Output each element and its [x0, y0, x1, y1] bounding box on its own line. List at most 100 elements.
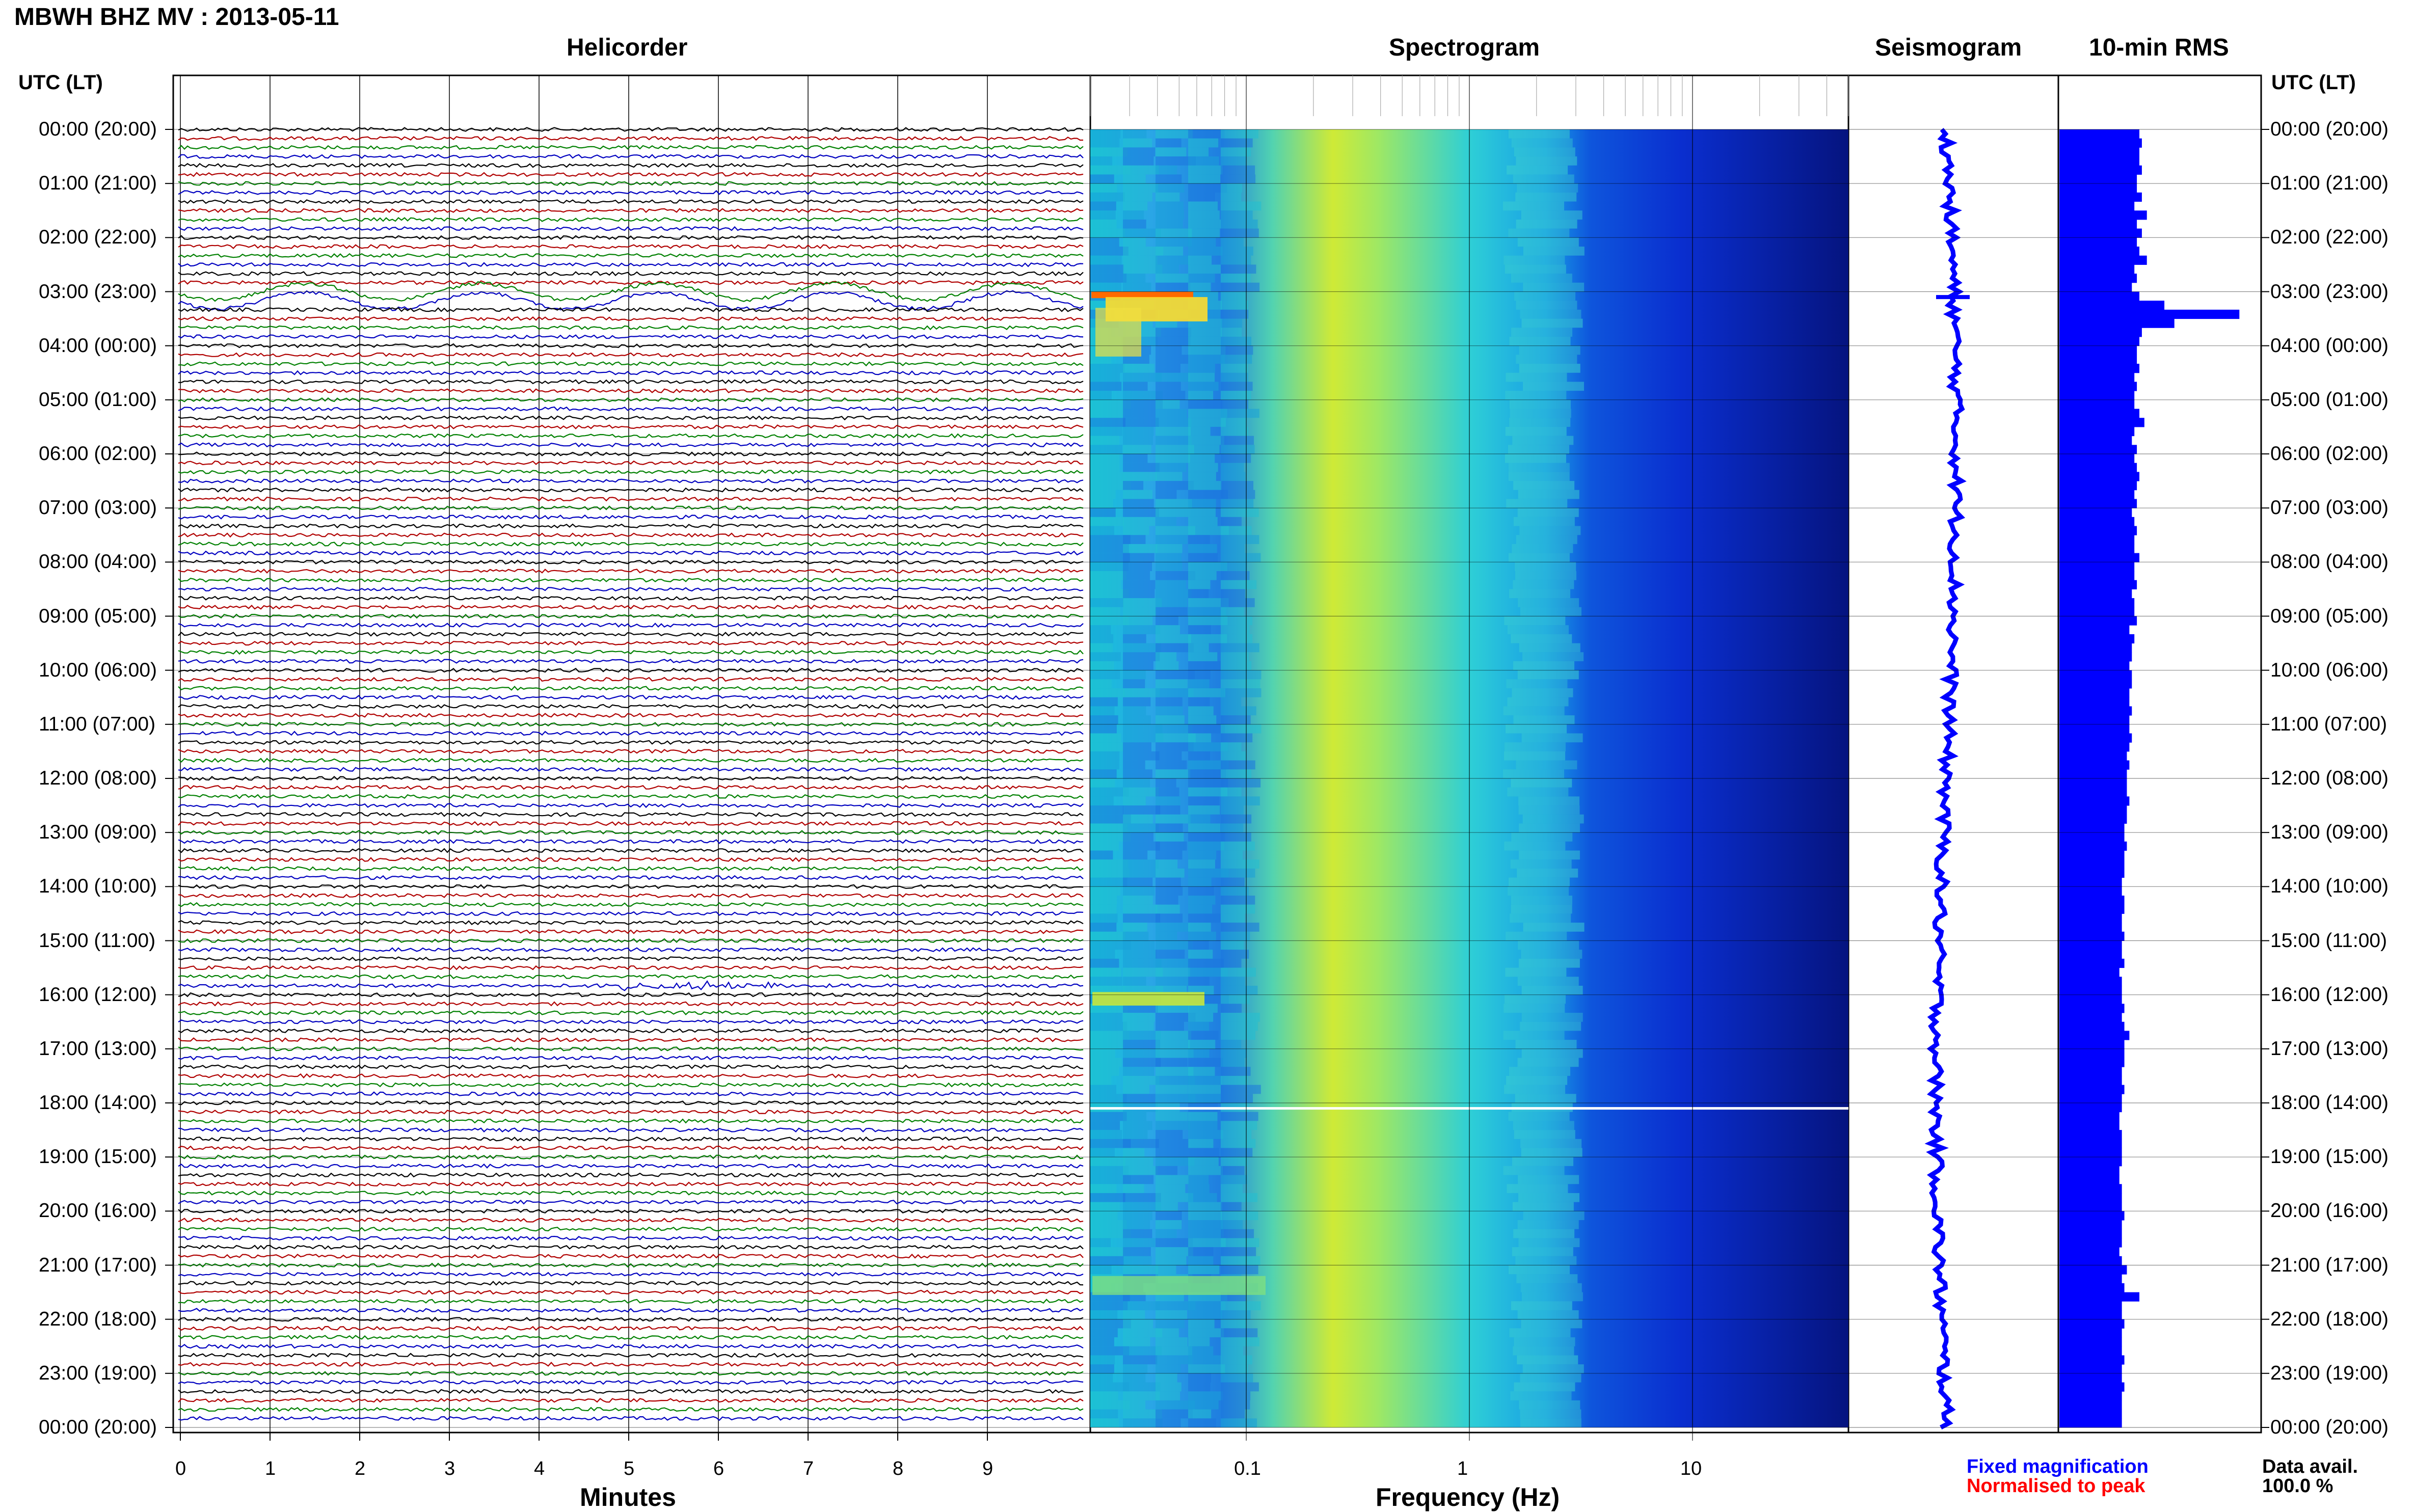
spectrogram-cell [1090, 192, 1125, 202]
helicorder-trace [178, 794, 1084, 799]
spectrogram-cell [1510, 859, 1572, 869]
rms-bar [2059, 336, 2140, 346]
spectrogram-cell [1123, 841, 1160, 851]
spectrogram-cell [1221, 1337, 1259, 1346]
spectrogram-cell [1188, 1373, 1212, 1383]
spectrogram-cell [1519, 643, 1580, 653]
spectrogram-cell [1156, 1355, 1193, 1365]
spectrogram-cell [1221, 1121, 1257, 1130]
hour-label-left: 07:00 (03:00) [39, 497, 157, 519]
rms-bar [2059, 1355, 2125, 1365]
hour-label-left: 14:00 (10:00) [39, 875, 157, 898]
helicorder-trace [178, 947, 1084, 952]
spectrogram-cell [1188, 1265, 1220, 1275]
rms-bar [2059, 769, 2127, 779]
spectrogram-cell [1156, 1391, 1180, 1400]
spectrogram-cell [1221, 1346, 1243, 1356]
utc-header-left: UTC (LT) [18, 71, 103, 94]
spectrogram-cell [1517, 977, 1579, 986]
spectrogram-cell [1156, 237, 1192, 247]
spectrogram-cell [1090, 625, 1111, 634]
spectrogram-cell [1516, 355, 1577, 364]
spectrogram-cell [1090, 247, 1129, 256]
spectrogram-cell [1123, 733, 1164, 743]
spectrogram-cell [1521, 1013, 1583, 1022]
spectrogram-cell [1507, 625, 1569, 634]
rms-bar [2059, 1373, 2122, 1383]
spectrogram-cell [1090, 1310, 1118, 1319]
spectrogram-cell [1090, 1085, 1117, 1094]
hour-label-right: 06:00 (02:00) [2270, 443, 2389, 465]
frequency-tick-label: 1 [1457, 1458, 1468, 1479]
hour-label-left: 06:00 (02:00) [39, 443, 157, 465]
spectrogram-cell [1221, 345, 1253, 355]
spectrogram-cell [1221, 562, 1247, 572]
x-axis-title-frequency: Frequency (Hz) [1376, 1483, 1560, 1511]
spectrogram-cell [1090, 778, 1115, 788]
spectrogram-cell [1504, 994, 1566, 1004]
spectrogram-cell [1123, 1220, 1150, 1229]
spectrogram-event [1091, 291, 1193, 299]
spectrogram-cell [1090, 1400, 1130, 1410]
spectrogram-cell [1221, 571, 1250, 580]
rms-bar [2059, 1328, 2122, 1338]
spectrogram-cell [1123, 913, 1161, 923]
spectrogram-cell [1517, 183, 1578, 193]
spectrogram-cell [1511, 634, 1572, 643]
spectrogram-cell [1221, 1067, 1251, 1076]
spectrogram-cell [1156, 967, 1190, 977]
spectrogram-cell [1156, 1175, 1189, 1184]
spectrogram-cell [1519, 345, 1580, 355]
spectrogram-cell [1123, 751, 1160, 761]
spectrogram-cell [1221, 760, 1255, 770]
spectrogram-cell [1221, 679, 1260, 689]
spectrogram-cell [1156, 977, 1189, 986]
spectrogram-cell [1188, 490, 1228, 499]
spectrogram-cell [1156, 472, 1183, 481]
spectrogram-cell [1123, 156, 1154, 166]
seismogram-trace [1924, 128, 1970, 1429]
rms-bar [2059, 1004, 2125, 1013]
helicorder-trace [178, 226, 1084, 231]
helicorder-trace [178, 1163, 1084, 1169]
spectrogram-cell [1090, 913, 1118, 923]
spectrogram-cell [1505, 454, 1566, 463]
helicorder-trace [178, 1064, 1084, 1069]
spectrogram-cell [1221, 688, 1262, 697]
helicorder-trace [178, 577, 1084, 583]
rms-bar [2059, 454, 2135, 464]
helicorder-trace [178, 1407, 1084, 1412]
rms-bar [2059, 923, 2122, 932]
spectrogram-cell [1516, 535, 1577, 544]
spectrogram-cell [1156, 931, 1177, 941]
spectrogram-cell [1188, 391, 1214, 400]
spectrogram-cell [1511, 832, 1573, 842]
spectrogram-cell [1123, 1364, 1148, 1373]
spectrogram-cell [1156, 174, 1182, 184]
spectrogram-cell [1510, 913, 1571, 923]
helicorder-trace [178, 424, 1084, 429]
spectrogram-cell [1188, 210, 1220, 220]
spectrogram-cell [1221, 913, 1245, 923]
spectrogram-cell [1123, 535, 1146, 544]
spectrogram-cell [1156, 418, 1192, 427]
spectrogram-cell [1221, 877, 1245, 887]
spectrogram-cell [1090, 445, 1122, 454]
spectrogram-cell [1123, 1211, 1152, 1221]
helicorder-trace [178, 343, 1084, 348]
helicorder-trace [178, 1218, 1084, 1223]
spectrogram-cell [1188, 399, 1222, 409]
spectrogram-cell [1156, 1418, 1181, 1427]
rms-bar [2059, 661, 2130, 671]
helicorder-trace [178, 812, 1084, 817]
spectrogram-cell [1156, 1121, 1191, 1130]
spectrogram-cell [1503, 1031, 1565, 1040]
hour-label-right: 01:00 (21:00) [2270, 172, 2389, 195]
spectrogram-cell [1090, 1184, 1117, 1193]
helicorder-trace [178, 1055, 1084, 1061]
rms-bar [2059, 1031, 2130, 1040]
spectrogram-cell [1156, 228, 1192, 238]
spectrogram-cell [1090, 418, 1125, 427]
spectrogram-cell [1156, 1337, 1188, 1346]
legend-fixed-magnification: Fixed magnification [1967, 1456, 2149, 1477]
